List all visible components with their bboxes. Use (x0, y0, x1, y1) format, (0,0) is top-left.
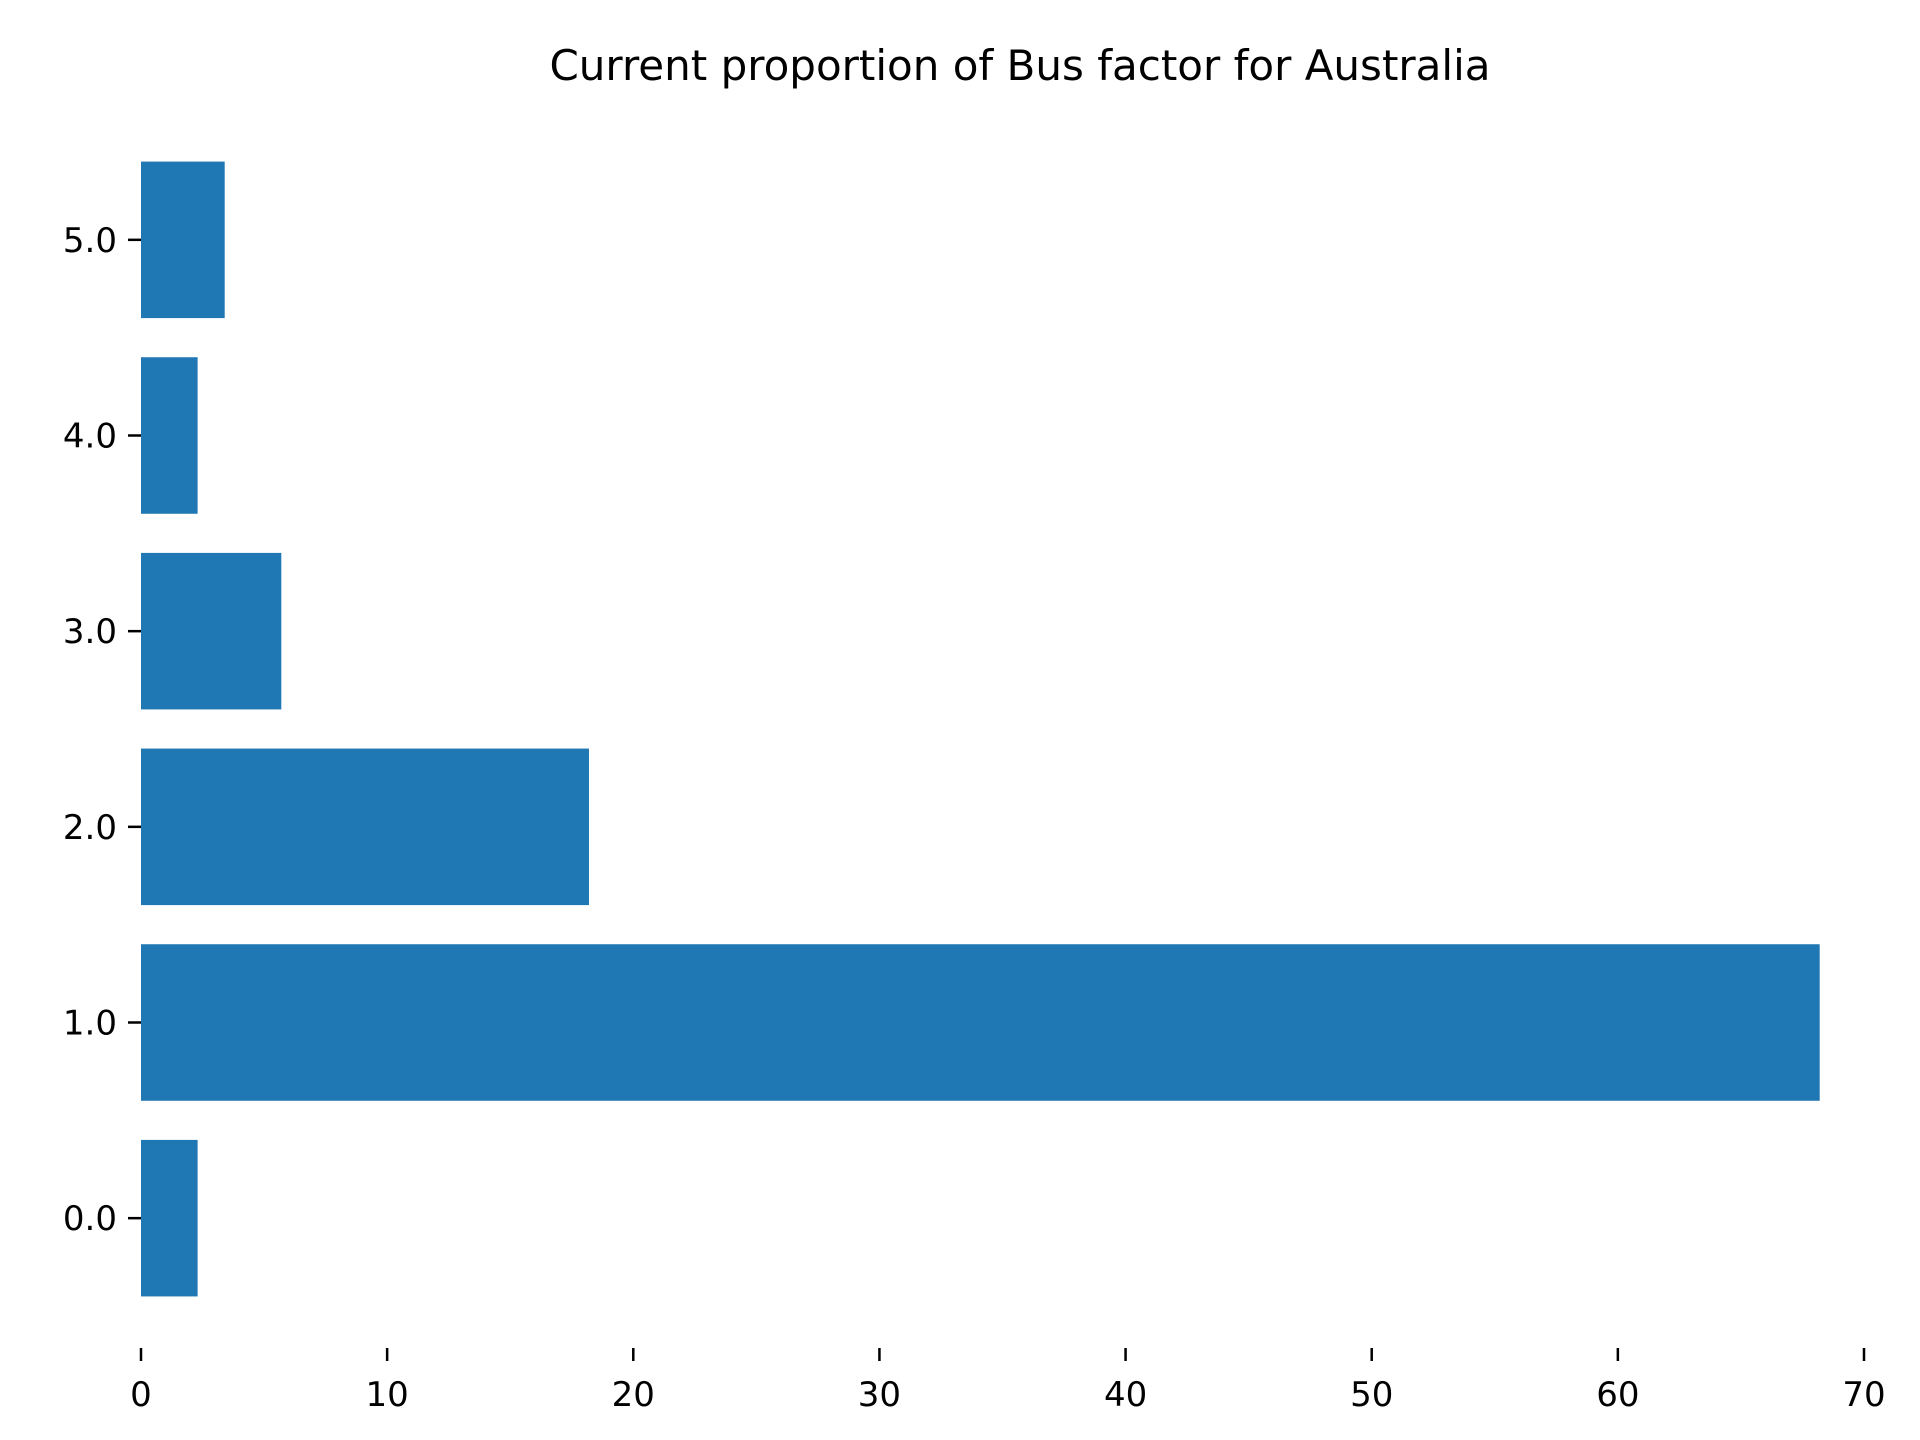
x-tick-label-30: 30 (858, 1375, 901, 1415)
bar-2.0 (141, 748, 589, 906)
bars-group (141, 161, 1820, 1297)
bar-0.0 (141, 1139, 198, 1297)
x-tick-label-60: 60 (1596, 1375, 1639, 1415)
y-axis: 0.0 1.0 2.0 3.0 4.0 5.0 (63, 221, 141, 1239)
bar-4.0 (141, 357, 198, 514)
bar-3.0 (141, 552, 282, 710)
y-tick-label-4.0: 4.0 (63, 417, 117, 457)
x-axis: 0 10 20 30 40 50 60 70 (130, 1348, 1886, 1415)
x-tick-label-70: 70 (1842, 1375, 1885, 1415)
bar-1.0 (141, 944, 1820, 1101)
bar-5.0 (141, 161, 225, 319)
y-tick-label-1.0: 1.0 (63, 1004, 117, 1044)
x-tick-label-10: 10 (366, 1375, 409, 1415)
chart-title: Current proportion of Bus factor for Aus… (549, 41, 1490, 90)
y-tick-label-5.0: 5.0 (63, 221, 117, 261)
y-tick-label-3.0: 3.0 (63, 612, 117, 652)
y-tick-label-2.0: 2.0 (63, 808, 117, 848)
x-tick-label-0: 0 (130, 1375, 152, 1415)
x-tick-label-50: 50 (1350, 1375, 1393, 1415)
y-tick-label-0.0: 0.0 (63, 1199, 117, 1239)
x-tick-label-40: 40 (1104, 1375, 1147, 1415)
x-tick-label-20: 20 (612, 1375, 655, 1415)
